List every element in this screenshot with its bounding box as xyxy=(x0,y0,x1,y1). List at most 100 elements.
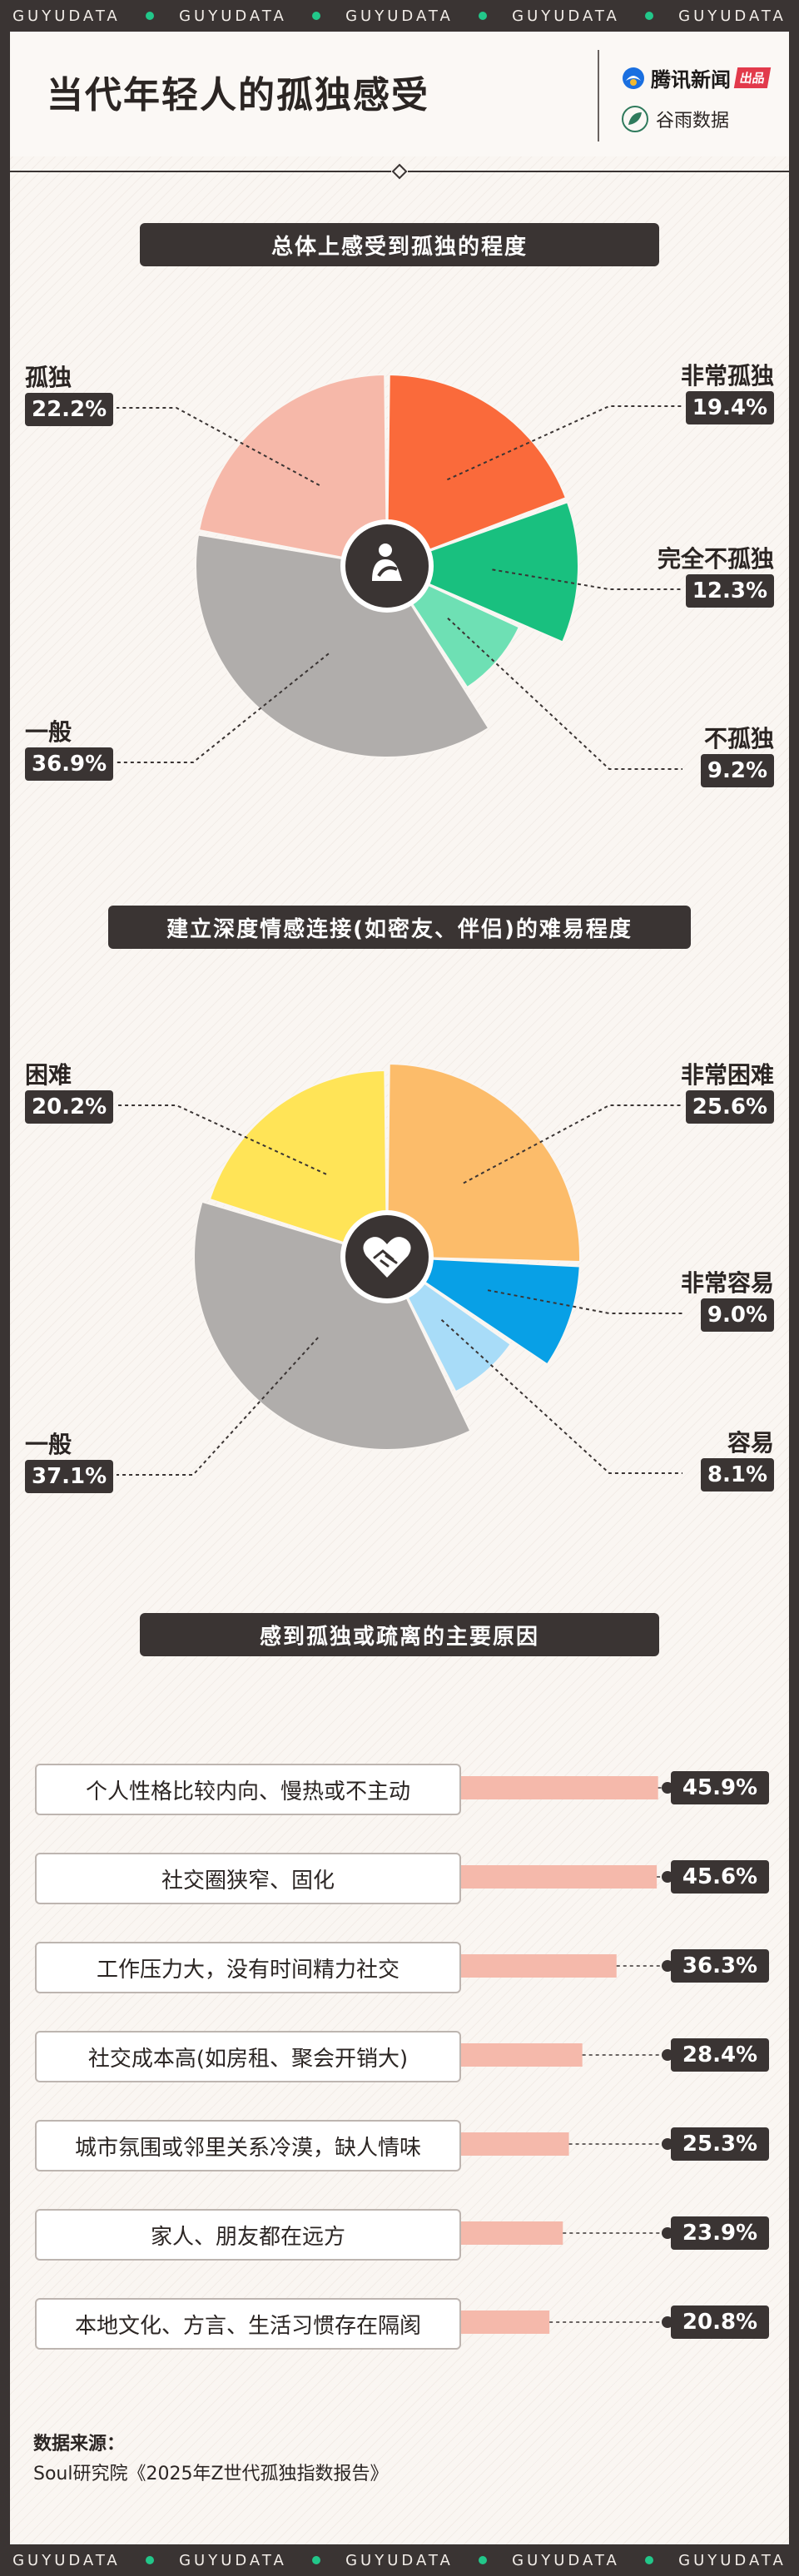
guyu-data-logo: 谷雨数据 xyxy=(621,105,729,133)
tencent-news-logo: 腾讯新闻 出品 xyxy=(621,63,772,92)
pie-slice-5 xyxy=(197,374,389,568)
pie-slice-4 xyxy=(194,534,490,758)
slice-percentage: 22.2% xyxy=(25,393,114,426)
brand-primary-text: 腾讯新闻 xyxy=(651,68,731,92)
source-label: 数据来源： xyxy=(33,2434,126,2454)
pie-slice-5 xyxy=(208,1070,389,1258)
band-dot-icon xyxy=(311,2556,320,2564)
leader-line xyxy=(440,1318,682,1474)
band-dot-icon xyxy=(311,12,320,20)
leader-line xyxy=(117,653,330,763)
reason-dot xyxy=(662,2049,673,2061)
reason-label: 社交成本高(如房租、聚会开销大) xyxy=(35,2031,461,2082)
pie-slice-2 xyxy=(385,501,579,643)
slice-percentage: 25.6% xyxy=(685,1090,774,1124)
reason-dot xyxy=(662,2227,673,2239)
leader-line xyxy=(447,618,682,770)
band-dot-icon xyxy=(644,2556,653,2564)
band-label: GUYUDATA xyxy=(345,7,454,25)
slice-label: 孤独 xyxy=(25,364,72,391)
reason-bar xyxy=(459,2310,550,2334)
pie2-center xyxy=(340,1210,434,1303)
reason-bar xyxy=(459,1954,617,1978)
slice-percentage: 9.0% xyxy=(700,1298,774,1332)
reason-bar xyxy=(459,2221,563,2245)
band-dot-icon xyxy=(644,12,653,20)
reason-percentage: 25.3% xyxy=(671,2127,769,2161)
reason-dot xyxy=(662,1782,673,1794)
reason-percentage: 45.6% xyxy=(671,1860,769,1894)
slice-percentage: 8.1% xyxy=(700,1458,774,1491)
handshake-heart-icon xyxy=(363,1237,411,1278)
top-brand-band: GUYUDATA GUYUDATA GUYUDATA GUYUDATA GUYUDATA xyxy=(0,0,799,32)
slice-percentage: 19.4% xyxy=(685,391,774,424)
tencent-news-icon xyxy=(623,67,644,89)
leader-line xyxy=(117,407,320,486)
brand-badge: 出品 xyxy=(733,67,772,88)
reason-label: 城市氛围或邻里关系冷漠，缺人情味 xyxy=(35,2120,461,2171)
leader-line xyxy=(487,1289,682,1314)
band-label: GUYUDATA xyxy=(12,2551,121,2569)
band-label: GUYUDATA xyxy=(678,7,787,25)
reason-label: 社交圈狭窄、固化 xyxy=(35,1853,461,1904)
leader-line xyxy=(492,568,682,590)
reason-bar xyxy=(459,2043,583,2067)
pie-slice-1 xyxy=(385,1063,581,1263)
pie2-chart xyxy=(117,1063,682,1476)
band-dot-icon xyxy=(478,12,487,20)
slice-label: 非常孤独 xyxy=(680,362,774,390)
slice-percentage: 12.3% xyxy=(685,574,774,608)
leader-line xyxy=(117,1337,319,1476)
guyu-leaf-icon xyxy=(622,106,648,132)
band-label: GUYUDATA xyxy=(12,7,121,25)
slice-percentage: 37.1% xyxy=(25,1460,114,1493)
reason-dot xyxy=(662,1871,673,1883)
leader-line xyxy=(446,405,682,481)
source-text: Soul研究院《2025年Z世代孤独指数报告》 xyxy=(33,2464,389,2484)
hugging-knees-person-icon xyxy=(372,543,402,581)
reason-percentage: 28.4% xyxy=(671,2038,769,2072)
reason-label: 家人、朋友都在远方 xyxy=(35,2209,461,2261)
band-label: GUYUDATA xyxy=(678,2551,787,2569)
reason-label: 工作压力大，没有时间精力社交 xyxy=(35,1942,461,1993)
reason-dot xyxy=(662,2316,673,2328)
pie2-title: 建立深度情感连接(如密友、伴侣)的难易程度 xyxy=(108,906,691,949)
slice-label: 一般 xyxy=(25,1431,72,1458)
reason-bar xyxy=(459,1865,658,1889)
slice-label: 一般 xyxy=(25,718,72,746)
diamond-ornament-icon xyxy=(391,163,408,180)
band-label: GUYUDATA xyxy=(179,2551,287,2569)
reason-label: 个人性格比较内向、慢热或不主动 xyxy=(35,1764,461,1815)
slice-label: 完全不孤独 xyxy=(657,545,774,573)
reason-percentage: 20.8% xyxy=(671,2305,769,2339)
band-dot-icon xyxy=(478,2556,487,2564)
reason-bar xyxy=(459,1776,658,1799)
brand-secondary-text: 谷雨数据 xyxy=(656,111,730,132)
slice-label: 困难 xyxy=(25,1061,72,1089)
slice-percentage: 36.9% xyxy=(25,747,114,781)
slice-percentage: 9.2% xyxy=(700,754,774,787)
reason-percentage: 23.9% xyxy=(671,2216,769,2250)
pie1-title: 总体上感受到孤独的程度 xyxy=(140,223,659,266)
reason-label: 本地文化、方言、生活习惯存在隔阂 xyxy=(35,2298,461,2350)
slice-label: 容易 xyxy=(727,1429,774,1457)
leader-line xyxy=(117,1104,327,1175)
band-label: GUYUDATA xyxy=(345,2551,454,2569)
pie-slice-2 xyxy=(384,1255,581,1366)
slice-percentage: 20.2% xyxy=(25,1090,114,1124)
reason-dot xyxy=(662,2138,673,2150)
band-dot-icon xyxy=(145,2556,154,2564)
slice-label: 非常容易 xyxy=(680,1269,774,1297)
slice-label: 不孤独 xyxy=(703,725,774,752)
leader-line xyxy=(463,1104,682,1184)
reasons-chart xyxy=(459,1776,673,2334)
pie1-center xyxy=(340,519,434,613)
band-dot-icon xyxy=(145,12,154,20)
page-title: 当代年轻人的孤独感受 xyxy=(47,74,429,117)
band-label: GUYUDATA xyxy=(512,2551,620,2569)
band-label: GUYUDATA xyxy=(179,7,287,25)
content-paper: 当代年轻人的孤独感受 腾讯新闻 出品 谷雨数据 xyxy=(10,32,789,2544)
bar-chart-title: 感到孤独或疏离的主要原因 xyxy=(140,1613,659,1656)
reason-bar xyxy=(459,2132,569,2156)
